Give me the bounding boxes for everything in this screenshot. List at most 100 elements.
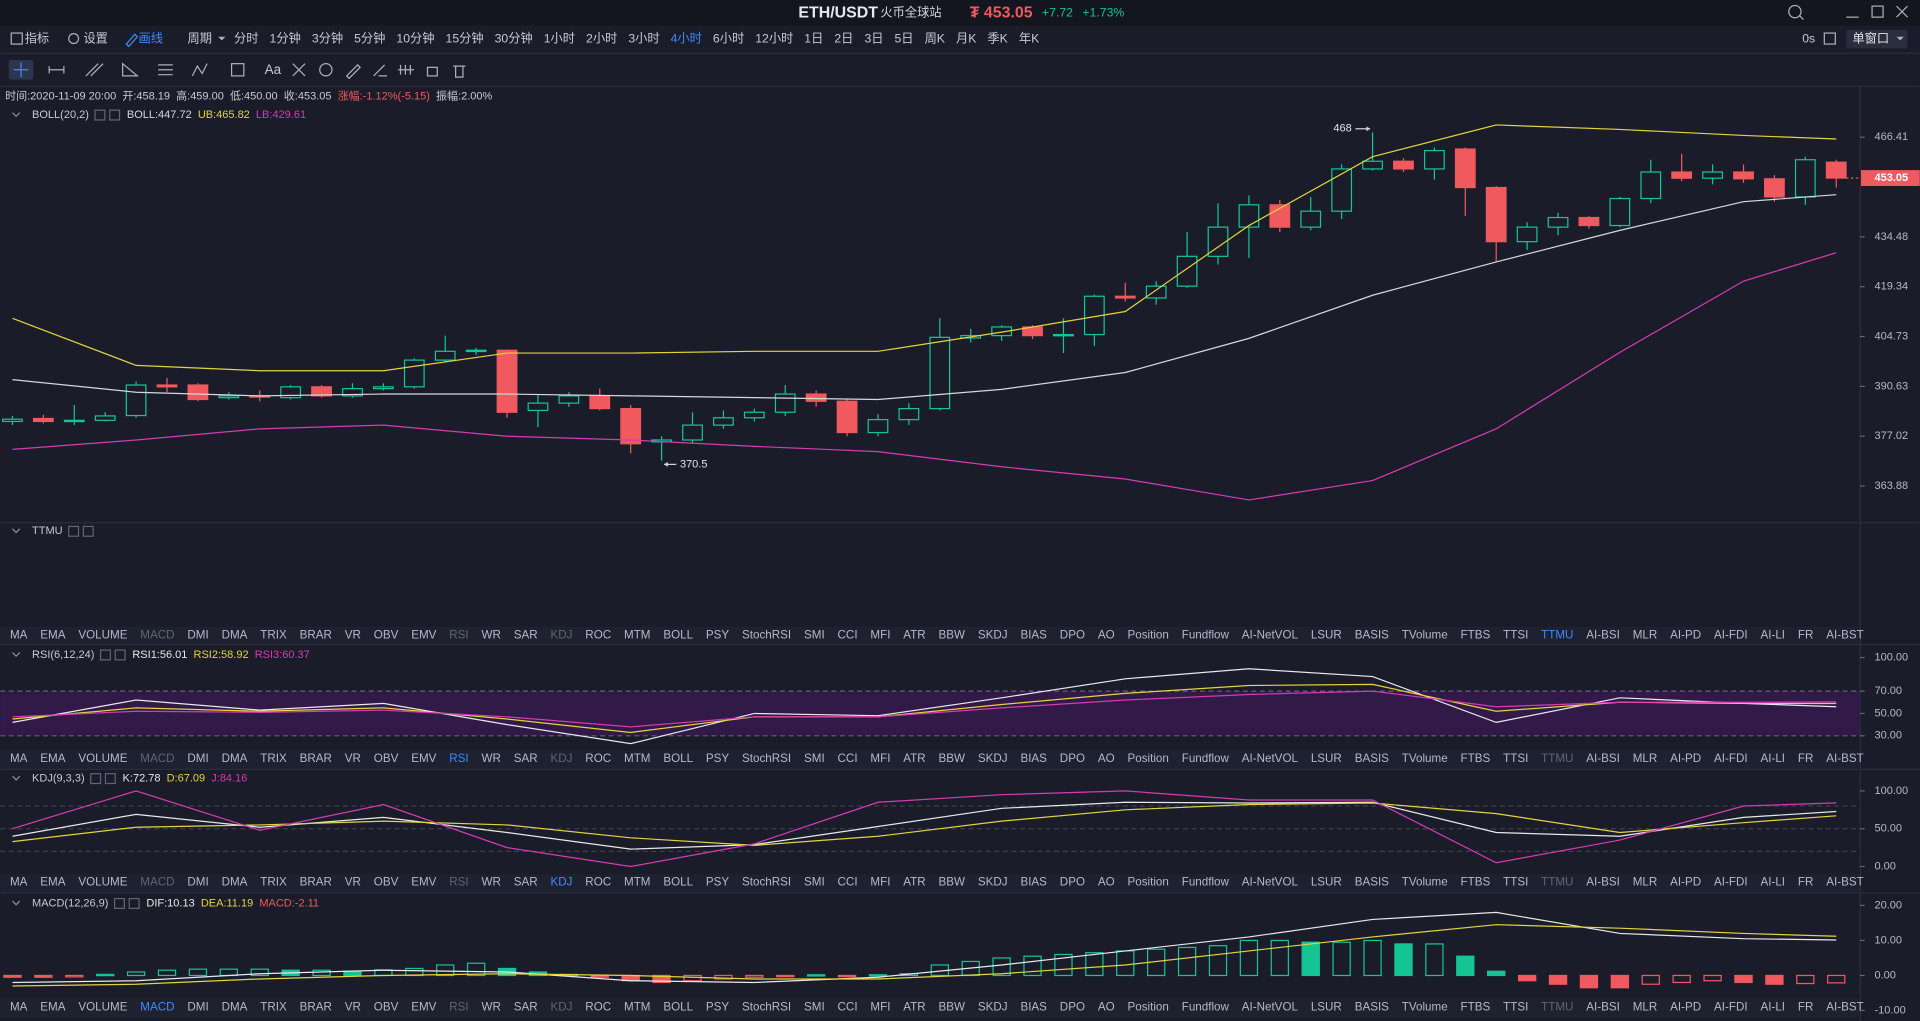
indicator-tab[interactable]: EMA	[40, 1001, 65, 1014]
indicator-tab[interactable]: MTM	[624, 1001, 650, 1014]
indicator-tab[interactable]: TTSI	[1503, 876, 1528, 889]
indicator-tab[interactable]: DMA	[222, 1001, 248, 1014]
indicator-tab[interactable]: StochRSI	[742, 628, 791, 641]
indicator-tab[interactable]: AI-NetVOL	[1242, 752, 1299, 765]
indicator-tab[interactable]: SAR	[514, 1001, 538, 1014]
indicator-tab[interactable]: AI-PD	[1670, 1001, 1701, 1014]
indicator-tab[interactable]: KDJ	[550, 876, 572, 889]
window-mode-button[interactable]	[1846, 29, 1908, 49]
crosshair-tool[interactable]	[13, 62, 29, 78]
indicator-tab[interactable]: AO	[1098, 628, 1115, 641]
indicator-tab[interactable]: TTMU	[1541, 1001, 1573, 1014]
period-button[interactable]: 年K	[1019, 31, 1040, 45]
period-button[interactable]: 10分钟	[396, 30, 434, 45]
indicator-tab[interactable]: OBV	[374, 752, 399, 765]
shape-tool[interactable]	[230, 63, 245, 77]
indicator-tab[interactable]: AI-LI	[1760, 1001, 1785, 1014]
indicator-tab[interactable]: MACD	[140, 752, 174, 765]
indicator-tab[interactable]: TTSI	[1503, 628, 1528, 641]
indicator-tab[interactable]: FR	[1798, 876, 1814, 889]
delete-tool[interactable]	[453, 65, 466, 78]
indicator-tab[interactable]: CCI	[838, 628, 858, 641]
indicator-tab[interactable]: MTM	[624, 876, 650, 889]
indicator-tab[interactable]: Position	[1128, 876, 1169, 889]
indicator-tab[interactable]: BRAR	[300, 876, 332, 889]
indicator-tab[interactable]: DPO	[1060, 752, 1085, 765]
indicator-tab[interactable]: MFI	[870, 752, 890, 765]
indicator-tab[interactable]: BRAR	[300, 628, 332, 641]
indicator-tab[interactable]: MACD	[140, 628, 174, 641]
indicator-tab[interactable]: TVolume	[1402, 876, 1448, 889]
indicator-tab[interactable]: BBW	[939, 876, 966, 889]
pane-icon[interactable]	[114, 649, 126, 661]
period-button[interactable]: 分时	[234, 31, 258, 45]
indicator-tab[interactable]: DMI	[187, 752, 208, 765]
indicator-tab[interactable]: StochRSI	[742, 752, 791, 765]
indicator-tab[interactable]: EMA	[40, 876, 65, 889]
indicator-tab[interactable]: ROC	[585, 752, 611, 765]
indicator-tab[interactable]: CCI	[838, 752, 858, 765]
indicator-tab[interactable]: AI-LI	[1760, 752, 1785, 765]
indicator-tab[interactable]: DMA	[222, 876, 248, 889]
indicator-tab[interactable]: KDJ	[550, 1001, 572, 1014]
pane-icon[interactable]	[104, 773, 116, 785]
indicator-tab[interactable]: AI-BSI	[1586, 876, 1620, 889]
magnet-tool[interactable]	[319, 63, 333, 77]
period-label[interactable]: 周期	[188, 31, 212, 45]
indicator-tab[interactable]: AI-NetVOL	[1242, 1001, 1299, 1014]
period-button[interactable]: 5日	[895, 31, 914, 45]
period-button[interactable]: 2小时	[586, 31, 617, 45]
indicator-tab[interactable]: TRIX	[260, 876, 287, 889]
indicator-tab[interactable]: TTSI	[1503, 1001, 1528, 1014]
window-mode-label[interactable]: 单窗口	[1852, 31, 1889, 45]
indicator-tab[interactable]: AI-BSI	[1586, 628, 1620, 641]
indicator-tab[interactable]: MFI	[870, 1001, 890, 1014]
indicator-tab[interactable]: EMV	[411, 876, 436, 889]
indicator-tab[interactable]: VOLUME	[78, 752, 127, 765]
pane-icon[interactable]	[94, 109, 106, 121]
indicator-tab[interactable]: AI-NetVOL	[1242, 876, 1299, 889]
indicator-tab[interactable]: MA	[10, 1001, 28, 1014]
toolbar-button[interactable]: 画线	[139, 31, 163, 45]
indicator-tab[interactable]: Fundflow	[1182, 752, 1230, 765]
indicator-tab[interactable]: FTBS	[1461, 1001, 1491, 1014]
indicator-tab[interactable]: AI-FDI	[1714, 876, 1748, 889]
period-button[interactable]: 6小时	[713, 31, 744, 45]
indicator-tab[interactable]: WR	[482, 876, 501, 889]
indicator-tab[interactable]: BOLL	[663, 628, 693, 641]
indicator-tab[interactable]: Fundflow	[1182, 628, 1230, 641]
indicator-tab[interactable]: EMA	[40, 752, 65, 765]
indicator-tab[interactable]: LSUR	[1311, 1001, 1342, 1014]
indicator-tab[interactable]: ROC	[585, 1001, 611, 1014]
indicator-tab[interactable]: Position	[1128, 628, 1169, 641]
indicator-tab[interactable]: ROC	[585, 628, 611, 641]
indicator-tab[interactable]: AI-PD	[1670, 752, 1701, 765]
indicator-tab[interactable]: VOLUME	[78, 628, 127, 641]
indicator-tab[interactable]: MA	[10, 876, 28, 889]
toolbar-button[interactable]: 设置	[83, 31, 107, 45]
indicator-tab[interactable]: ATR	[903, 628, 925, 641]
indicator-tab[interactable]: ATR	[903, 1001, 925, 1014]
hide-tool[interactable]	[426, 66, 438, 77]
indicator-tab[interactable]: VR	[345, 876, 361, 889]
indicator-tab[interactable]: FR	[1798, 628, 1814, 641]
period-button[interactable]: 3小时	[628, 31, 659, 45]
indicator-tab[interactable]: AI-BST	[1826, 1001, 1863, 1014]
channel-tool[interactable]	[85, 63, 104, 77]
lock-tool[interactable]	[398, 64, 414, 75]
indicator-tab[interactable]: VOLUME	[78, 1001, 127, 1014]
indicator-tab[interactable]: BASIS	[1355, 876, 1389, 889]
indicator-tab[interactable]: BOLL	[663, 876, 693, 889]
indicator-tab[interactable]: SKDJ	[978, 1001, 1008, 1014]
indicator-tab[interactable]: WR	[482, 752, 501, 765]
indicator-tab[interactable]: FTBS	[1461, 752, 1491, 765]
close-button[interactable]	[1896, 5, 1908, 18]
indicator-tab[interactable]: VR	[345, 628, 361, 641]
period-button[interactable]: 5分钟	[354, 30, 385, 45]
indicator-tab[interactable]: BIAS	[1020, 752, 1047, 765]
indicator-tab[interactable]: AI-FDI	[1714, 752, 1748, 765]
indicator-tab[interactable]: Fundflow	[1182, 876, 1230, 889]
indicator-tab[interactable]: OBV	[374, 628, 399, 641]
indicator-tab[interactable]: EMA	[40, 628, 65, 641]
indicator-tab[interactable]: DMI	[187, 876, 208, 889]
